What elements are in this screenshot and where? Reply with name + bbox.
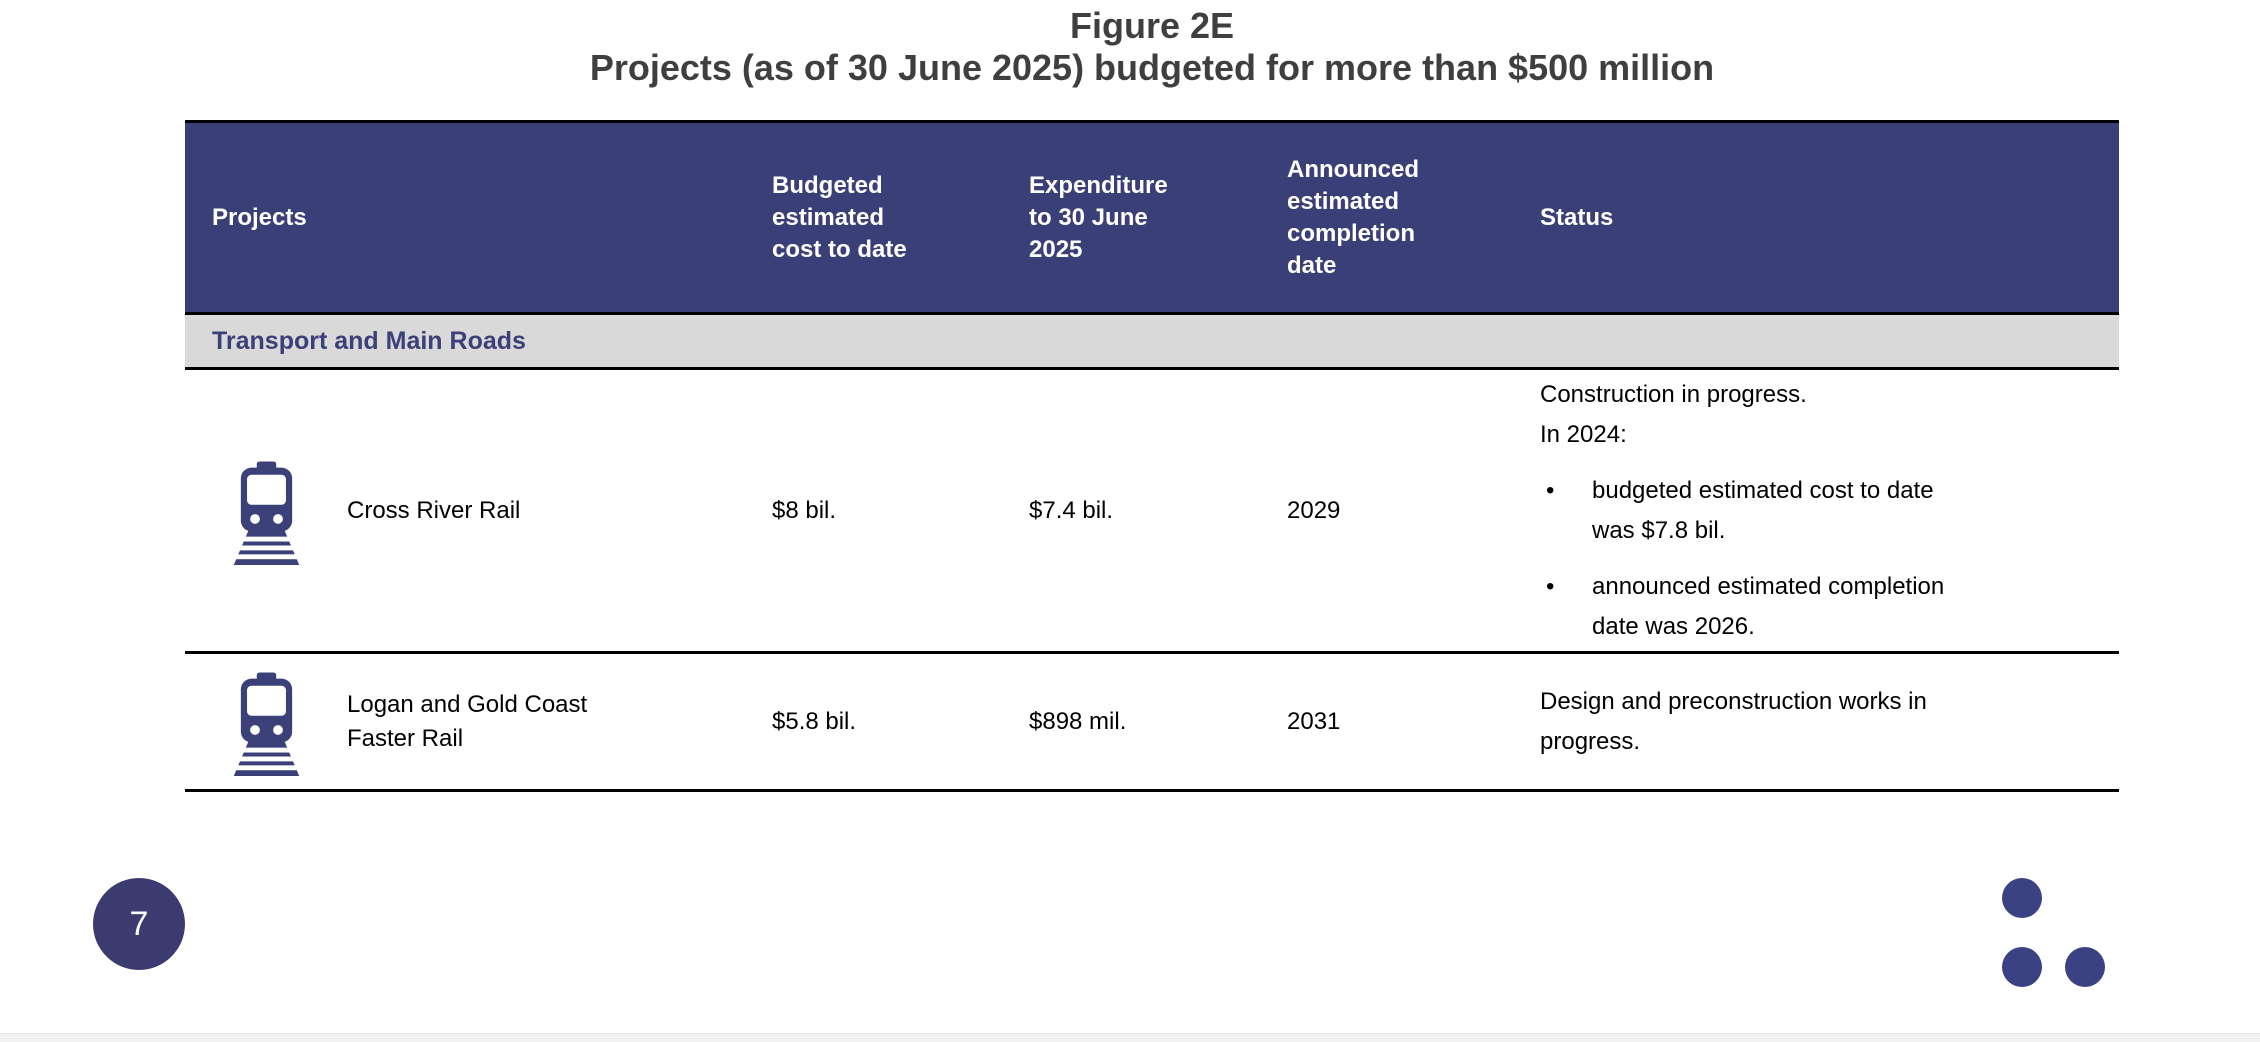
table-row-logan-gold-coast-faster-rail: Logan and Gold Coast Faster Rail $5.8 bi… [185,654,2119,792]
column-header-completion-date: Announced estimated completion date [1287,155,1419,279]
status-bullet-text: announced estimated completion date was … [1592,572,1945,640]
table-row-cross-river-rail: Cross River Rail $8 bil. $7.4 bil. 2029 … [185,370,2119,654]
completion-date-value: 2031 [1287,707,1341,735]
budgeted-cost-value: $8 bil. [772,496,837,524]
budgeted-cost-value: $5.8 bil. [772,707,857,735]
status-bullet-item: • budgeted estimated cost to date was $7… [1540,471,1962,551]
page-number: 7 [129,904,149,943]
status-cell: Design and preconstruction works in prog… [1540,654,2119,789]
column-header-projects: Projects [212,203,307,231]
expenditure-value: $7.4 bil. [1029,496,1114,524]
completion-date-value: 2029 [1287,496,1341,524]
page-number-badge: 7 [93,878,185,970]
train-icon [231,457,301,565]
project-icon-cell [185,370,347,651]
status-bullet-item: • announced estimated completion date wa… [1540,567,1962,647]
figure-title-line1: Figure 2E [1069,5,1235,46]
status-text-block: Construction in progress. In 2024: • bud… [1540,375,1962,647]
expenditure-value: $898 mil. [1029,707,1127,735]
project-name: Logan and Gold Coast Faster Rail [347,690,588,752]
decor-dot [2065,947,2105,987]
status-line: In 2024: [1540,420,1627,448]
column-header-expenditure: Expenditure to 30 June 2025 [1029,171,1168,263]
slide-content: Figure 2E Projects (as of 30 June 2025) … [185,0,2119,792]
figure-title-line2: Projects (as of 30 June 2025) budgeted f… [589,47,1715,88]
projects-table: Projects Budgeted estimated cost to date… [185,120,2119,792]
decor-dot [2002,878,2042,918]
column-header-status: Status [1540,203,1614,231]
section-header-transport-and-main-roads: Transport and Main Roads [185,315,2119,370]
bullet-marker: • [1546,476,1555,504]
status-line: Design and preconstruction works in prog… [1540,687,1927,755]
table-header-row: Projects Budgeted estimated cost to date… [185,123,2119,315]
status-cell: Construction in progress. In 2024: • bud… [1540,370,2119,651]
bullet-marker: • [1546,572,1555,600]
bottom-edge-strip [0,1033,2260,1042]
status-bullet-text: budgeted estimated cost to date was $7.8… [1592,476,1934,544]
status-line: Construction in progress. [1540,380,1807,408]
column-header-budgeted-cost: Budgeted estimated cost to date [772,171,907,263]
train-icon [231,668,301,776]
project-name: Cross River Rail [347,496,521,524]
figure-title: Figure 2E Projects (as of 30 June 2025) … [185,0,2119,89]
decor-dot [2002,947,2042,987]
status-text-block: Design and preconstruction works in prog… [1540,682,1962,762]
project-icon-cell [185,654,347,789]
